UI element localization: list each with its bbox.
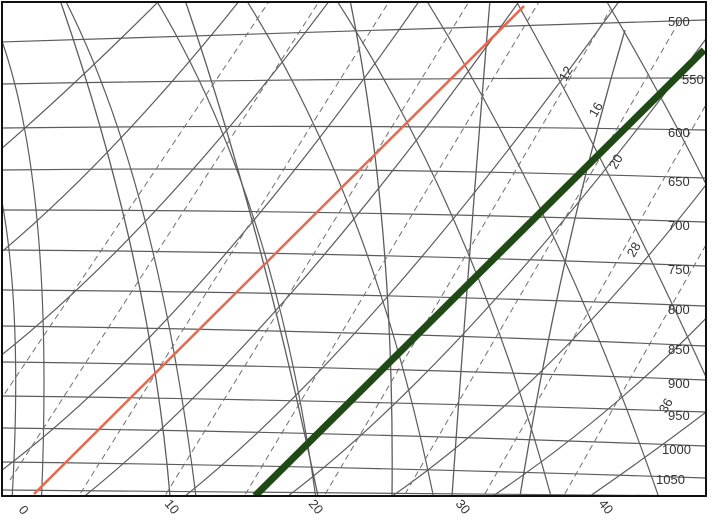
mixing-ratio-line xyxy=(164,2,470,496)
orange-reference-line xyxy=(33,5,525,495)
isobar-900 xyxy=(2,361,706,381)
pressure-label-950: 950 xyxy=(668,408,690,423)
pressure-label-500: 500 xyxy=(668,14,690,29)
pressure-label-1050: 1050 xyxy=(656,472,685,487)
isotherm xyxy=(59,2,171,496)
moist-adiabat xyxy=(65,2,197,496)
mixing-ratio-line xyxy=(403,19,681,496)
dry-adiabat xyxy=(2,2,240,253)
moist-adiabat xyxy=(246,2,434,496)
pressure-label-800: 800 xyxy=(668,302,690,317)
isotherm xyxy=(184,2,319,496)
isobar-600 xyxy=(2,125,706,131)
pressure-label-750: 750 xyxy=(668,262,690,277)
dry-adiabat xyxy=(2,2,159,150)
moist-adiabat xyxy=(2,198,17,496)
isotherm xyxy=(349,2,393,496)
green-reference-line xyxy=(252,47,706,496)
mixing-ratio-label-20: 20 xyxy=(606,151,626,171)
pressure-label-550: 550 xyxy=(682,72,704,87)
isobar-550 xyxy=(2,77,706,85)
mixing-ratio-line xyxy=(78,2,390,496)
mixing-ratio-label-12: 12 xyxy=(556,63,576,83)
mixing-ratio-label-28: 28 xyxy=(624,239,644,259)
dry-adiabat xyxy=(391,183,706,496)
pressure-label-700: 700 xyxy=(668,218,690,233)
moist-adiabat xyxy=(2,39,45,496)
isobar-850 xyxy=(2,325,706,347)
pressure-labels: 500 550 600 650 700 750 800 850 900 950 … xyxy=(656,14,704,487)
diagram-frame xyxy=(1,1,707,497)
mixing-ratio-line xyxy=(2,2,270,399)
mixing-ratio-label-16: 16 xyxy=(586,99,606,119)
moist-adiabat xyxy=(515,2,706,379)
mixing-ratio-line xyxy=(483,103,706,496)
mixing-ratio-line xyxy=(243,2,540,496)
pressure-label-650: 650 xyxy=(668,174,690,189)
isobar-750 xyxy=(2,249,706,267)
mixing-ratio-line xyxy=(9,2,320,481)
isobar-500 xyxy=(2,19,706,43)
pressure-label-1000: 1000 xyxy=(662,442,691,457)
dry-adiabat xyxy=(2,2,420,471)
mixing-ratio-line xyxy=(563,243,706,496)
pressure-label-900: 900 xyxy=(668,376,690,391)
isobar-base xyxy=(2,489,706,496)
isotherm xyxy=(451,2,491,496)
moist-adiabat xyxy=(606,2,706,186)
moist-adiabat xyxy=(426,2,660,496)
dry-adiabat xyxy=(83,2,520,496)
pressure-label-850: 850 xyxy=(668,342,690,357)
dry-adiabat xyxy=(589,411,706,496)
pressure-label-600: 600 xyxy=(668,125,690,140)
mixing-ratio-labels: 12 16 20 28 36 xyxy=(556,63,676,415)
isobar-800 xyxy=(2,289,706,307)
dry-adiabat xyxy=(287,37,706,496)
mixing-ratio-label-36: 36 xyxy=(656,395,676,415)
dry-adiabat xyxy=(184,2,620,496)
isotherms xyxy=(59,2,626,496)
isotherm xyxy=(519,29,626,496)
dry-adiabat xyxy=(491,317,706,496)
moist-adiabat xyxy=(336,2,552,496)
isobar-650 xyxy=(2,168,706,179)
mixing-ratio-line xyxy=(323,9,611,496)
